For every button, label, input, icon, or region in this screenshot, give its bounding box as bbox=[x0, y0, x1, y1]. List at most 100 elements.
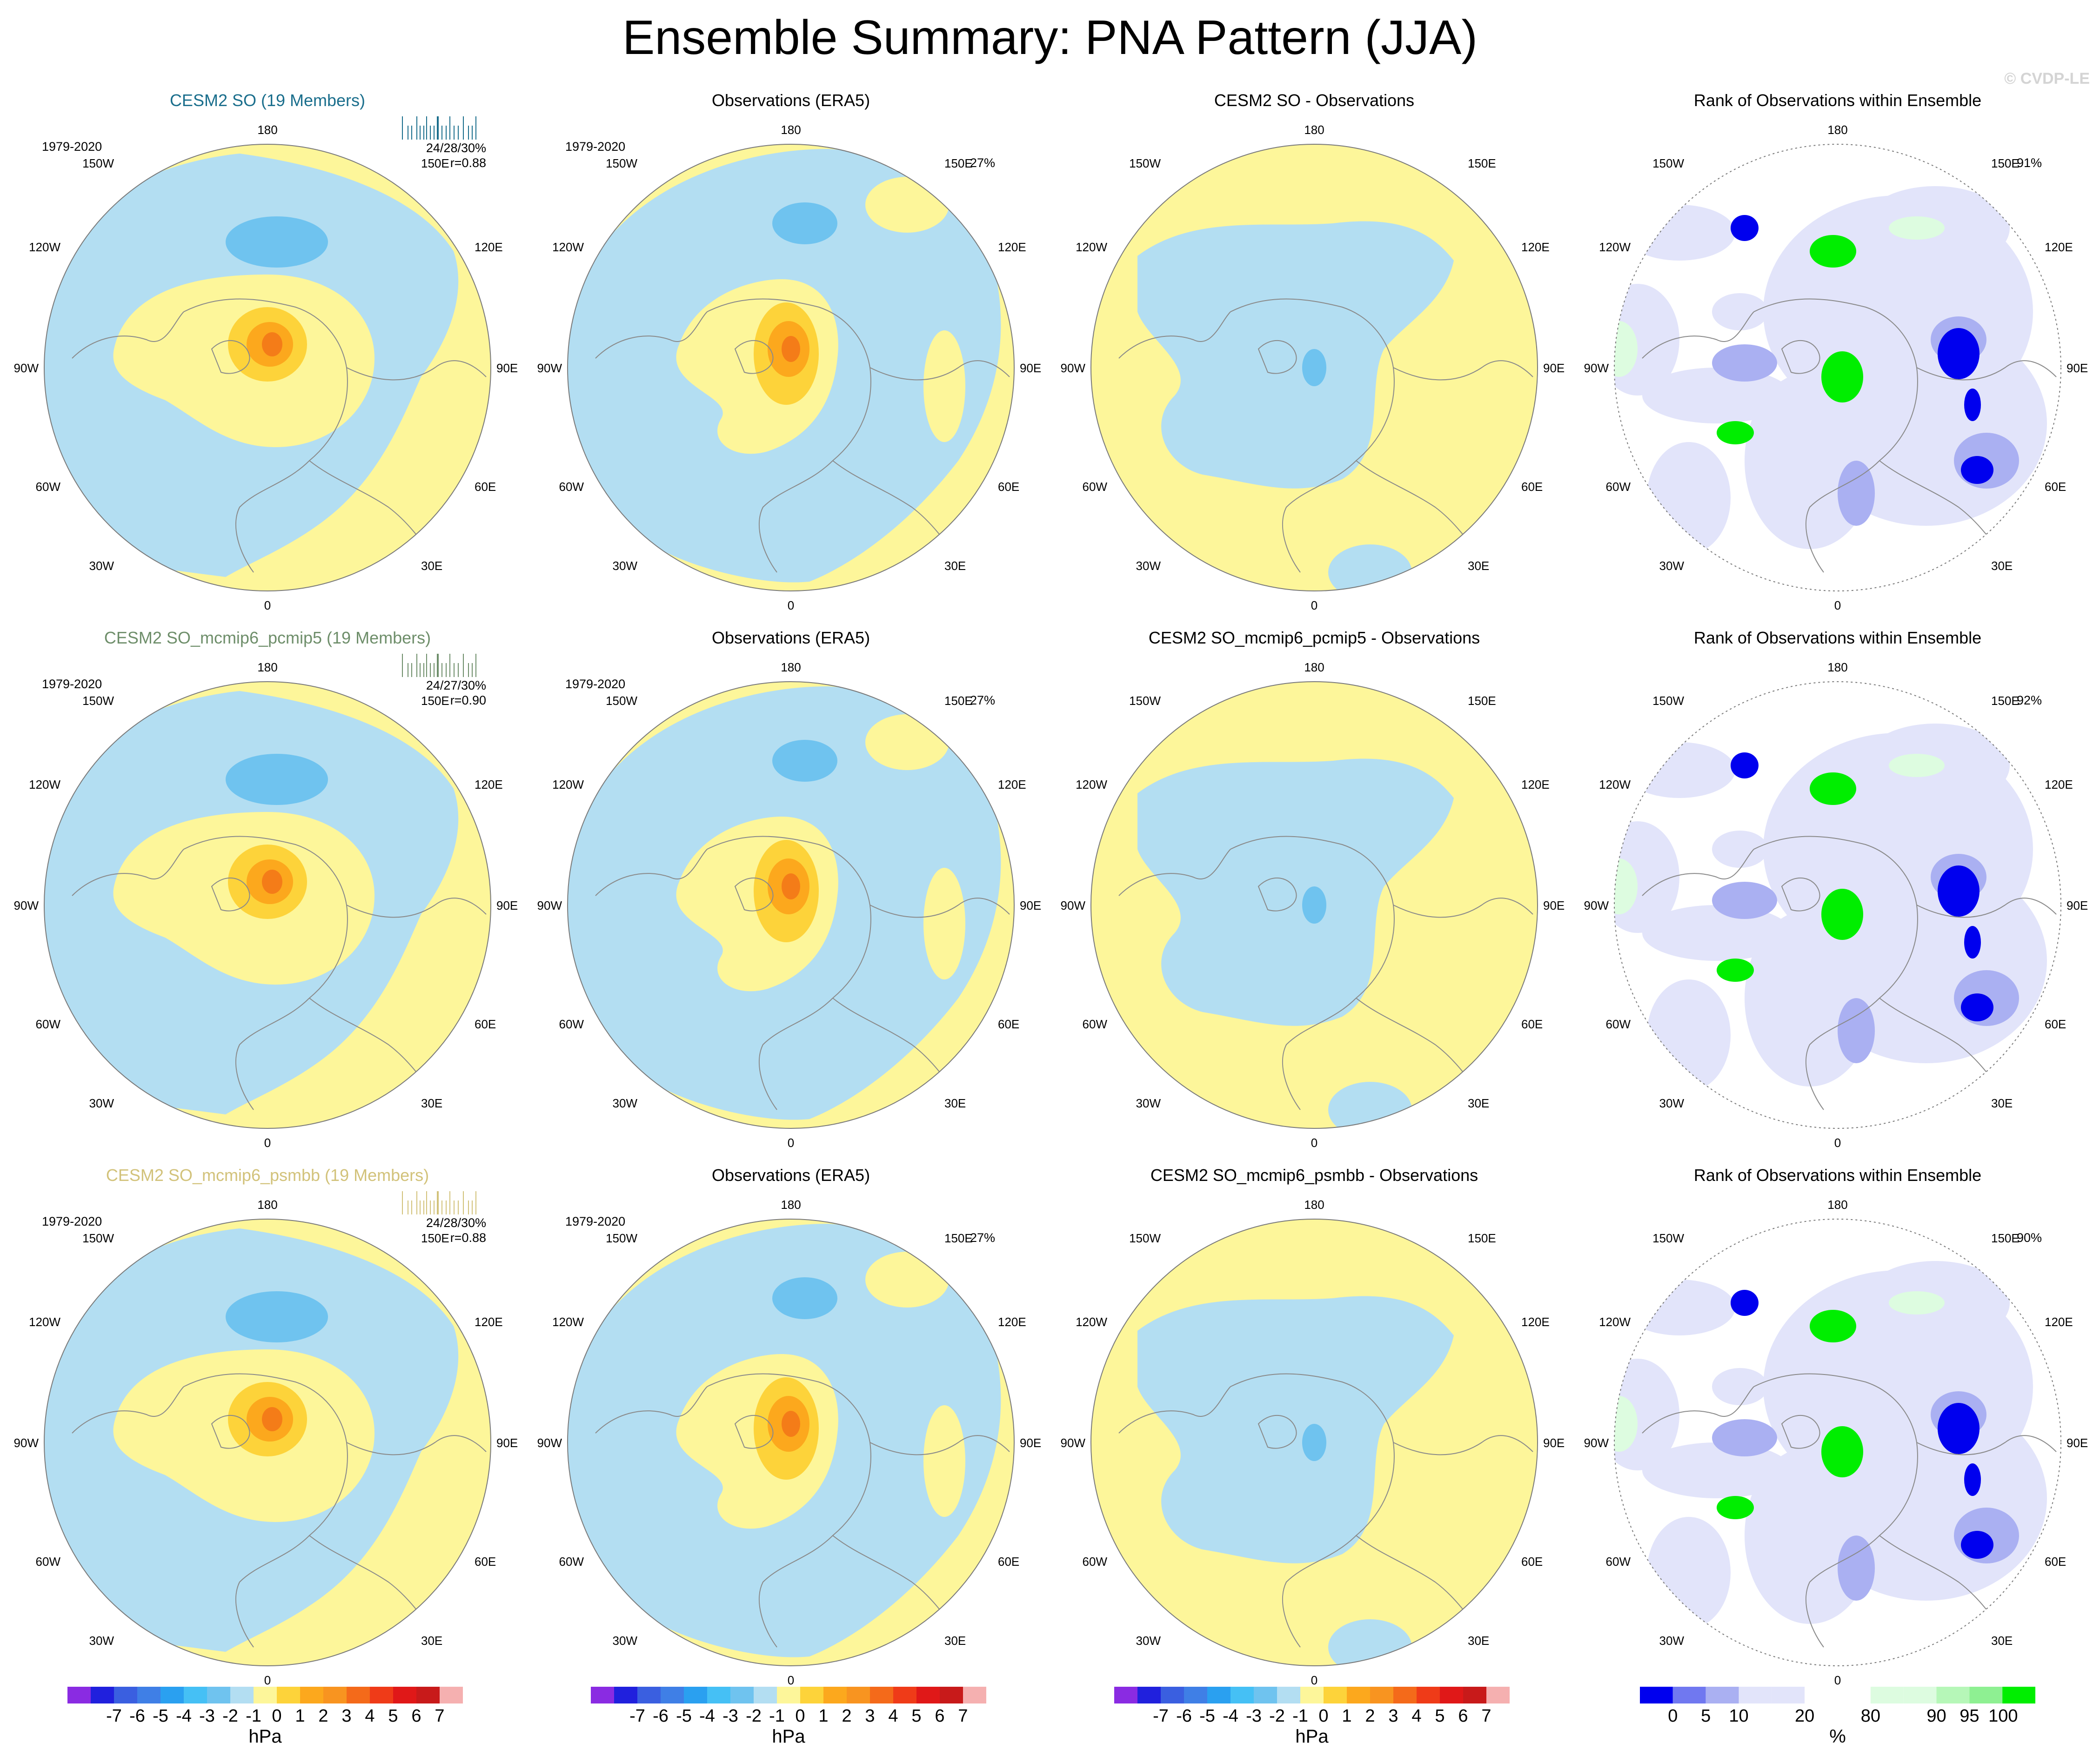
colorbar-swatch bbox=[1254, 1687, 1277, 1703]
colorbar-swatch bbox=[730, 1687, 754, 1703]
colorbar-label: -4 bbox=[176, 1706, 192, 1726]
lon-label-ll2: 30W bbox=[613, 1634, 638, 1648]
colorbar-label: 1 bbox=[1342, 1706, 1352, 1726]
rank-blue-patch bbox=[1961, 1531, 1993, 1559]
rank-blue-patch bbox=[1938, 865, 1980, 917]
colorbar-swatch bbox=[661, 1687, 684, 1703]
lon-label-lr2: 30E bbox=[1991, 1634, 2013, 1648]
map-boundary bbox=[567, 681, 1015, 1129]
lon-label-ul2: 120W bbox=[29, 778, 60, 791]
hpa-colorbar-2 bbox=[1114, 1687, 1510, 1703]
lon-label-top: 180 bbox=[257, 660, 277, 674]
colorbar-label: 5 bbox=[388, 1706, 398, 1726]
percent-variance-label: 27% bbox=[970, 1231, 996, 1245]
colorbar-label: 7 bbox=[1481, 1706, 1491, 1726]
map-boundary bbox=[1614, 1219, 2061, 1666]
rank-lavender-patch bbox=[1712, 293, 1768, 330]
colorbar-label: 0 bbox=[1318, 1706, 1329, 1726]
rank-blue-patch bbox=[1731, 752, 1759, 778]
lon-label-lr2: 30E bbox=[944, 1096, 966, 1110]
colorbar-label: 6 bbox=[411, 1706, 421, 1726]
ensemble-spread-ticks bbox=[402, 1191, 476, 1214]
model-panel-title: CESM2 SO_mcmip6_psmbb (19 Members) bbox=[106, 1166, 429, 1185]
lon-label-ll: 60W bbox=[1083, 1017, 1108, 1031]
colorbar-swatch bbox=[1440, 1687, 1463, 1703]
colorbar-swatch bbox=[91, 1687, 114, 1703]
lon-label-bottom: 0 bbox=[788, 1673, 794, 1687]
colorbar-label: 7 bbox=[958, 1706, 968, 1726]
lon-label-ll: 60W bbox=[559, 1017, 584, 1031]
colorbar-swatch bbox=[300, 1687, 323, 1703]
lon-label-lr: 60E bbox=[2045, 1017, 2066, 1031]
lon-label-right: 90E bbox=[1543, 361, 1565, 375]
rank-lavender-patch bbox=[1647, 979, 1731, 1091]
colorbar-swatch bbox=[1739, 1687, 1772, 1703]
diff-map-0: 180 0 90W 90E 150W 150E 120W 120E 60W 60E 30W 30E bbox=[1061, 123, 1565, 612]
lon-label-ur2: 120E bbox=[998, 240, 1026, 254]
lon-label-ul2: 120W bbox=[1599, 778, 1631, 791]
colorbar-swatch bbox=[847, 1687, 870, 1703]
rank-green-patch bbox=[1810, 1310, 1856, 1342]
rank-green-patch bbox=[1717, 959, 1754, 982]
period-label: 1979-2020 bbox=[42, 140, 102, 154]
colorbar-swatch bbox=[440, 1687, 463, 1703]
lon-label-right: 90E bbox=[496, 1436, 518, 1450]
lon-label-left: 90W bbox=[1061, 361, 1086, 375]
colorbar-swatch bbox=[1184, 1687, 1207, 1703]
colorbar-swatch bbox=[1231, 1687, 1254, 1703]
lon-label-ul: 150W bbox=[1652, 1231, 1684, 1245]
lon-label-right: 90E bbox=[1020, 1436, 1041, 1450]
lon-label-ll: 60W bbox=[559, 480, 584, 494]
lon-label-left: 90W bbox=[1584, 1436, 1609, 1450]
lon-label-top: 180 bbox=[781, 1198, 801, 1212]
lon-label-ll: 60W bbox=[1083, 480, 1108, 494]
lon-label-left: 90W bbox=[1061, 1436, 1086, 1450]
lon-label-ll2: 30W bbox=[89, 1096, 114, 1110]
lon-label-left: 90W bbox=[1061, 899, 1086, 912]
colorbar-label: 2 bbox=[842, 1706, 852, 1726]
obs-panel-title: Observations (ERA5) bbox=[711, 91, 870, 110]
lon-label-ur: 150E bbox=[1468, 694, 1496, 708]
percent-variance-label: 27% bbox=[970, 156, 996, 170]
lon-label-ul2: 120W bbox=[552, 1315, 584, 1329]
lon-label-top: 180 bbox=[1304, 123, 1324, 137]
colorbar-swatch bbox=[207, 1687, 230, 1703]
colorbar-swatch bbox=[1114, 1687, 1137, 1703]
stats-block: 24/27/30% r=0.90 bbox=[393, 678, 486, 708]
lon-label-top: 180 bbox=[257, 1198, 277, 1212]
rank-lavender-patch bbox=[1624, 742, 1735, 798]
lon-label-ul: 150W bbox=[606, 156, 637, 170]
lon-label-left: 90W bbox=[14, 1436, 39, 1450]
pattern-stats: 24/28/30% bbox=[426, 141, 486, 155]
lon-label-ul: 150W bbox=[606, 1231, 637, 1245]
colorbar-swatch bbox=[277, 1687, 300, 1703]
colorbar-swatch bbox=[114, 1687, 137, 1703]
coastline bbox=[1642, 298, 2057, 573]
lon-label-left: 90W bbox=[14, 899, 39, 912]
colorbar-unit: % bbox=[1829, 1726, 1846, 1747]
colorbar-swatch bbox=[416, 1687, 440, 1703]
lon-label-ul: 150W bbox=[1129, 1231, 1161, 1245]
lon-label-bottom: 0 bbox=[1834, 1673, 1841, 1687]
colorbar-label: -1 bbox=[246, 1706, 261, 1726]
colorbar-swatch bbox=[1936, 1687, 1970, 1703]
rank-lavender-patch bbox=[1624, 205, 1735, 261]
lon-label-lr: 60E bbox=[2045, 480, 2066, 494]
lon-label-lr2: 30E bbox=[421, 1096, 442, 1110]
lon-label-lr2: 30E bbox=[944, 559, 966, 573]
colorbar-label: 80 bbox=[1860, 1706, 1880, 1726]
ensemble-spread-ticks bbox=[402, 116, 476, 140]
rank-blue-patch bbox=[1938, 1403, 1980, 1454]
colorbar-label: 0 bbox=[1668, 1706, 1678, 1726]
rank-mid-patch bbox=[1838, 998, 1875, 1063]
coastline bbox=[595, 836, 1010, 1110]
lon-label-ur: 150E bbox=[944, 694, 973, 708]
lon-label-lr: 60E bbox=[998, 1555, 1019, 1569]
diff-panel-title: CESM2 SO_mcmip6_pcmip5 - Observations bbox=[1148, 628, 1480, 647]
lon-label-ul: 150W bbox=[1652, 694, 1684, 708]
colorbar-swatch bbox=[1300, 1687, 1324, 1703]
rank-lavender-patch bbox=[1712, 831, 1768, 868]
map-boundary bbox=[1614, 144, 2061, 591]
hpa-colorbar-0 bbox=[67, 1687, 463, 1703]
lon-label-ll: 60W bbox=[36, 1555, 61, 1569]
